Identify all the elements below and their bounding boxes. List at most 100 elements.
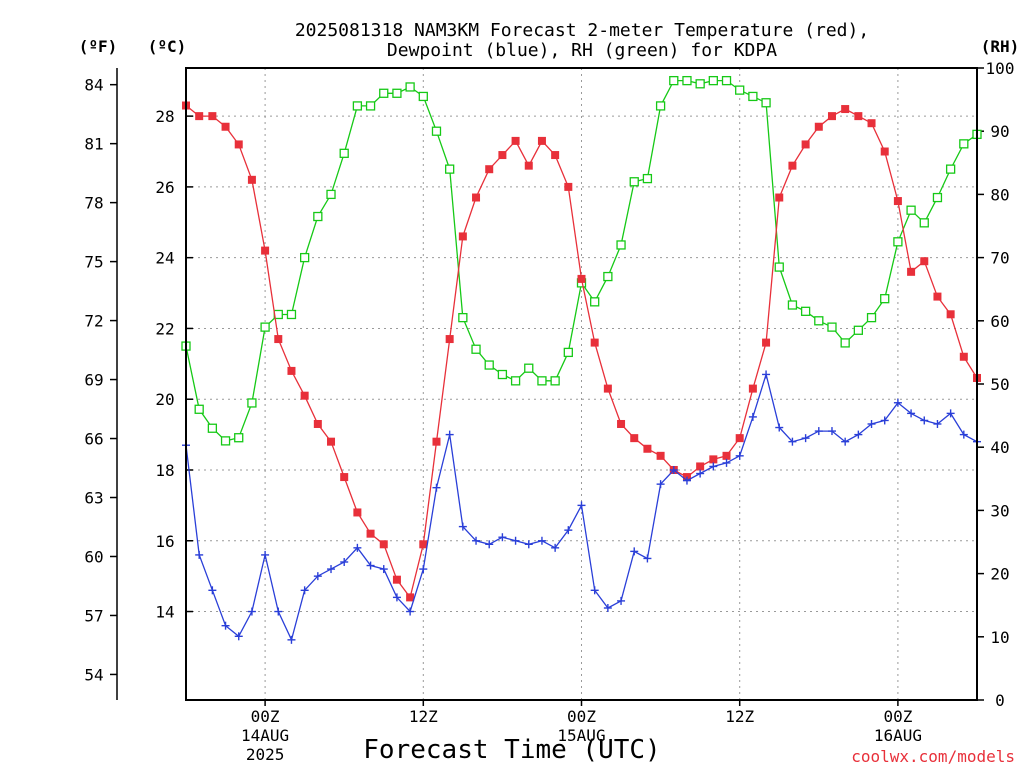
temperature-point — [313, 419, 322, 428]
rh-point — [524, 363, 534, 373]
temperature-point — [788, 161, 797, 170]
dewpoint-point — [458, 522, 467, 531]
temperature-point — [445, 335, 454, 344]
temperature-point — [893, 197, 902, 206]
rh-point — [655, 101, 666, 111]
dewpoint-point — [801, 434, 810, 443]
rh-point — [774, 262, 784, 272]
temperature-point — [353, 508, 362, 517]
rh-point — [893, 237, 903, 247]
celsius-tick-label: 20 — [155, 390, 174, 409]
dewpoint-point — [907, 409, 916, 418]
dewpoint-point — [313, 572, 322, 581]
fahrenheit-tick-label: 78 — [84, 194, 103, 213]
rh-point — [510, 376, 521, 386]
temperature-point — [327, 437, 336, 446]
dewpoint-point — [327, 565, 336, 574]
rh-point — [405, 82, 415, 92]
fahrenheit-tick-label: 60 — [84, 547, 103, 566]
temperature-point — [524, 161, 533, 170]
rh-point — [352, 101, 363, 111]
rh-point — [379, 88, 389, 98]
rh-tick-label: 50 — [990, 375, 1009, 394]
dewpoint-point — [221, 621, 230, 630]
dewpoint-point — [366, 561, 375, 570]
dewpoint-point — [762, 370, 771, 379]
rh-tick-label: 10 — [990, 628, 1009, 647]
rh-point — [919, 218, 929, 228]
temperature-point — [643, 444, 652, 453]
fahrenheit-tick-label: 81 — [84, 135, 103, 154]
dewpoint-point — [617, 596, 626, 605]
rh-tick-label: 30 — [990, 501, 1009, 520]
rh-point — [260, 322, 270, 332]
rh-point — [392, 88, 402, 98]
temperature-point — [221, 122, 230, 131]
dewpoint-point — [445, 430, 454, 439]
chart-title-line-2: Dewpoint (blue), RH (green) for KDPA — [387, 40, 777, 61]
rh-point — [550, 376, 560, 386]
rh-point — [603, 271, 613, 282]
temperature-point — [735, 434, 744, 443]
temperature-point — [485, 165, 494, 174]
rh-point — [748, 91, 758, 102]
dewpoint-point — [867, 419, 876, 428]
series-layer — [181, 75, 982, 644]
temperature-point — [472, 193, 481, 202]
rh-point — [642, 173, 653, 184]
temperature-point — [300, 391, 309, 400]
dewpoint-point — [208, 586, 217, 595]
dewpoint-point — [656, 480, 665, 489]
temperature-point — [709, 455, 718, 464]
temperature-point — [603, 384, 612, 393]
rh-tick-label: 70 — [990, 249, 1009, 268]
rh-point — [220, 436, 231, 446]
fahrenheit-tick-label: 66 — [84, 430, 103, 449]
temperature-point — [537, 136, 546, 145]
dewpoint-point — [485, 540, 494, 549]
x-tick-label: 00Z — [251, 707, 280, 726]
temperature-point — [762, 338, 771, 347]
rh-point — [932, 192, 943, 203]
dewpoint-point — [498, 533, 507, 542]
rh-tick-label: 60 — [990, 312, 1009, 331]
dewpoint-point — [630, 547, 639, 556]
rh-point — [445, 164, 455, 174]
fahrenheit-tick-label: 54 — [84, 665, 103, 684]
dewpoint-point — [472, 536, 481, 545]
dewpoint-point — [880, 416, 889, 425]
temperature-point — [208, 112, 217, 121]
rh-point — [906, 205, 916, 215]
celsius-tick-label: 18 — [155, 461, 174, 480]
rh-point — [695, 79, 705, 89]
dewpoint-point — [274, 607, 283, 616]
temperature-point — [920, 257, 929, 266]
dewpoint-point — [827, 427, 836, 436]
rh-point — [365, 101, 376, 111]
temperature-point — [959, 352, 968, 361]
temperature-point — [340, 473, 349, 482]
rh-unit-label: (RH) — [981, 37, 1020, 56]
dewpoint-point — [379, 565, 388, 574]
rh-tick-label: 80 — [990, 185, 1009, 204]
dewpoint-point — [643, 554, 652, 563]
temperature-point — [696, 462, 705, 471]
dewpoint-point — [247, 607, 256, 616]
temperature-point — [946, 310, 955, 319]
plot-frame — [185, 67, 978, 701]
rh-point — [563, 347, 573, 358]
temperature-point — [261, 246, 270, 255]
rh-point — [880, 294, 890, 304]
rh-point — [299, 252, 310, 263]
x-axis-label: Forecast Time (UTC) — [363, 735, 660, 765]
x-tick-label: 00Z — [883, 707, 912, 726]
dewpoint-point — [735, 451, 744, 460]
dewpoint-point — [511, 536, 520, 545]
dewpoint-point — [722, 458, 731, 467]
dewpoint-point — [195, 550, 204, 559]
temperature-point — [511, 136, 520, 145]
rh-point — [708, 75, 718, 86]
dewpoint-point — [775, 423, 784, 432]
